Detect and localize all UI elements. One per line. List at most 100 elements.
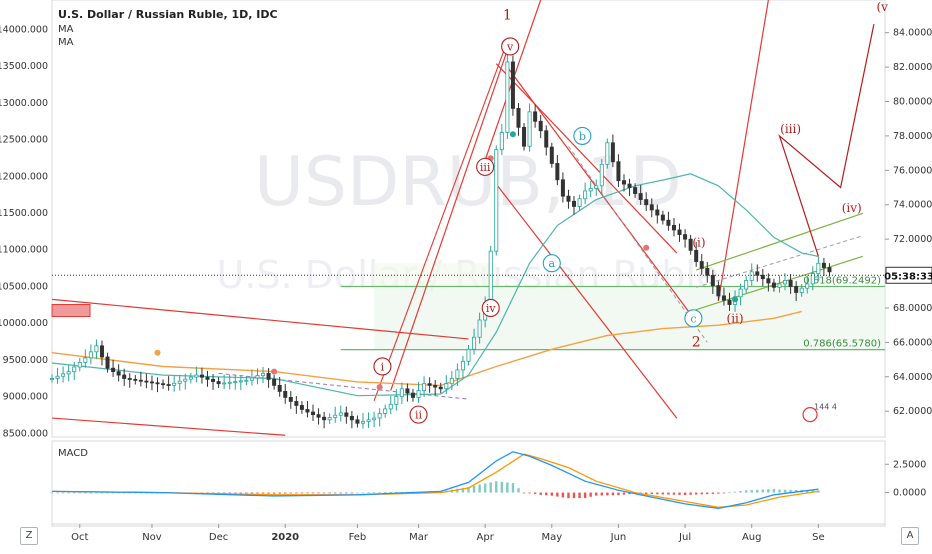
macd-hist-bar <box>356 492 359 494</box>
candle-body <box>788 280 793 287</box>
macd-hist-bar <box>611 492 615 496</box>
candle-body <box>422 383 427 391</box>
candle-body <box>655 209 660 216</box>
macd-hist-bar <box>339 492 342 494</box>
wave-label-5: ii <box>415 409 423 422</box>
macd-hist-bar <box>500 481 504 493</box>
candle-body <box>172 382 177 386</box>
auto-scale-button[interactable]: A <box>901 527 919 545</box>
candle-body <box>577 198 582 207</box>
candle-body <box>771 282 776 288</box>
candle-body <box>222 382 227 385</box>
candle-body <box>727 299 732 305</box>
macd-hist-bar <box>73 492 76 494</box>
candle-body <box>449 378 454 385</box>
macd-hist-bar <box>700 492 703 495</box>
candle-body <box>510 61 515 109</box>
macd-hist-bar <box>645 492 648 494</box>
candle-body <box>355 419 360 424</box>
macd-hist-bar <box>694 492 698 495</box>
macd-hist-bar <box>61 492 65 494</box>
right-tick-label-0: 84.0000 <box>893 28 932 39</box>
macd-hist-bar <box>217 492 220 494</box>
candle-body <box>144 380 149 383</box>
candle-body <box>288 397 293 402</box>
fib-zone-upper-fill <box>374 263 497 287</box>
candle-body <box>344 412 349 417</box>
left-tick-label-6: 11000.000 <box>0 245 48 256</box>
right-tick-label-8: 68.0000 <box>893 303 932 314</box>
macd-pane-border <box>51 440 886 527</box>
candle-body <box>738 288 743 298</box>
macd-hist-bar <box>100 492 104 494</box>
macd-hist-bar <box>756 489 759 493</box>
candle-body <box>83 357 88 363</box>
right-tick-label-10: 64.0000 <box>893 372 932 383</box>
x-tick-label-10: Aug <box>742 532 762 543</box>
macd-hist-bar <box>517 488 520 493</box>
candle-body <box>244 379 249 382</box>
candle-body <box>749 271 754 281</box>
macd-hist-bar <box>78 492 81 494</box>
current-price-label: 05:38:33 <box>884 271 932 282</box>
candle-body <box>388 403 393 410</box>
candle-body <box>55 375 60 379</box>
candle-body <box>149 381 154 384</box>
candle-body <box>649 204 654 211</box>
macd-hist-bar <box>522 492 526 494</box>
macd-hist-bar <box>528 492 531 494</box>
candle-body <box>277 384 282 392</box>
wave-label-circle-4 <box>373 357 392 376</box>
candle-body <box>544 130 549 148</box>
right-tick-label-9: 66.0000 <box>893 337 932 348</box>
macd-hist-bar <box>350 492 354 494</box>
event-badge-icon <box>802 407 818 423</box>
candle-body <box>333 414 338 418</box>
candle-body <box>266 372 271 380</box>
macd-hist-bar <box>583 492 587 498</box>
indicator-label-2[interactable]: MA <box>58 37 74 48</box>
candle-body <box>527 111 532 147</box>
candle-body <box>66 371 71 375</box>
candlestick-group <box>50 54 832 429</box>
macd-hist-bar <box>256 492 259 494</box>
candle-body <box>72 366 77 373</box>
scale-mode-z-button[interactable]: Z <box>20 527 38 545</box>
macd-hist-bar <box>334 492 337 494</box>
candle-body <box>360 421 365 424</box>
current-price-tag <box>885 266 932 284</box>
wave-label-2: iii <box>480 161 491 174</box>
wave-label-circle-1 <box>501 37 520 56</box>
left-tick-label-4: 12000.000 <box>0 171 48 182</box>
candle-body <box>755 271 760 276</box>
macd-hist-bar <box>134 492 137 494</box>
x-tick-label-7: May <box>541 532 562 543</box>
macd-hist-bar <box>261 492 265 494</box>
candle-body <box>677 229 682 235</box>
candle-body <box>394 396 399 405</box>
chart-title[interactable]: U.S. Dollar / Russian Ruble, 1D, IDC <box>58 8 278 21</box>
right-tick-label-4: 76.0000 <box>893 165 932 176</box>
candle-body <box>349 415 354 421</box>
x-tick-label-0: Oct <box>71 532 88 543</box>
macd-hist-bar <box>122 492 126 494</box>
candle-body <box>183 378 188 382</box>
x-tick-label-3: 2020 <box>271 532 299 543</box>
wave-label-11: (ii) <box>727 311 744 325</box>
indicator-label-1[interactable]: MA <box>58 24 74 35</box>
wave-label-6: b <box>579 130 586 143</box>
macd-hist-bar <box>650 492 653 495</box>
macd-hist-bar <box>117 492 120 494</box>
impulse-line <box>373 41 508 402</box>
macd-hist-bar <box>89 492 93 494</box>
macd-hist-bar <box>384 492 387 493</box>
candle-body <box>99 345 104 358</box>
wave-label-7: a <box>549 257 556 270</box>
macd-label[interactable]: MACD <box>58 448 88 459</box>
candle-body <box>499 132 504 151</box>
candle-body <box>816 262 821 274</box>
supply-zone-box <box>51 304 91 318</box>
candle-body <box>322 416 327 421</box>
